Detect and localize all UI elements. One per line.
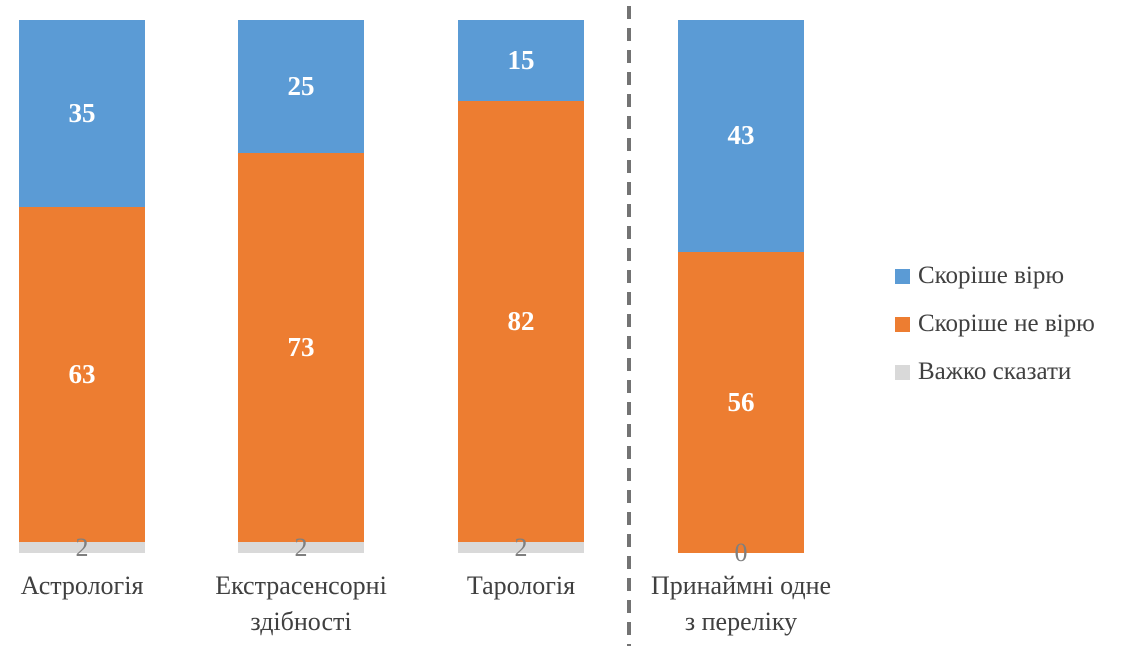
bar-1: 35 63 2 xyxy=(19,20,145,560)
value-label: 15 xyxy=(507,44,535,75)
value-label: 82 xyxy=(507,305,535,336)
legend-item-not-believe: Скоріше не вірю xyxy=(895,300,1095,348)
category-label-3: Тарологія xyxy=(466,571,576,600)
bar-1-segment-1: 35 xyxy=(19,20,145,207)
legend-label-not-believe: Скоріше не вірю xyxy=(918,310,1095,337)
bar-3: 15 82 2 xyxy=(458,20,584,560)
legend-label-hard-to-say: Важко сказати xyxy=(918,358,1072,385)
legend: Скоріше вірю Скоріше не вірю Важко сказа… xyxy=(895,252,1095,396)
legend-swatch-gray-icon xyxy=(895,364,910,380)
bar-3-segment-3 xyxy=(458,542,584,553)
bar-2-segment-1: 25 xyxy=(238,20,364,154)
bar-3-segment-2: 82 xyxy=(458,100,584,543)
legend-swatch-blue-icon xyxy=(895,268,910,284)
category-label-1: Астрологія xyxy=(20,571,144,600)
bar-3-segment-1: 15 xyxy=(458,20,584,101)
bar-1-segment-3 xyxy=(19,542,145,553)
legend-item-hard-to-say: Важко сказати xyxy=(895,348,1095,396)
category-label-4: Принаймні одне з переліку xyxy=(650,571,832,636)
legend-item-believe: Скоріше вірю xyxy=(895,252,1095,300)
muted-value-label: 2 xyxy=(294,532,308,562)
legend-swatch-orange-icon xyxy=(895,316,910,332)
muted-value-label: 2 xyxy=(514,532,528,562)
value-label: 25 xyxy=(287,71,315,102)
bar-2-segment-3 xyxy=(238,542,364,553)
value-label: 73 xyxy=(287,332,315,363)
value-label: 43 xyxy=(727,120,755,151)
bar-2-segment-2: 73 xyxy=(238,153,364,543)
legend-label-believe: Скоріше вірю xyxy=(918,262,1065,289)
value-label: 56 xyxy=(727,386,755,417)
bar-4-segment-2: 56 xyxy=(678,251,804,553)
bar-2: 25 73 2 xyxy=(238,20,364,560)
bar-4: 43 56 0 xyxy=(678,20,804,566)
muted-value-label: 0 xyxy=(734,538,748,567)
value-label: 35 xyxy=(68,97,96,128)
category-label-2: Екстрасенсорні здібності xyxy=(215,571,387,636)
value-label: 63 xyxy=(68,358,96,389)
bar-1-segment-2: 63 xyxy=(19,206,145,543)
dashed-separator xyxy=(627,6,631,646)
muted-value-label: 2 xyxy=(75,532,89,562)
bar-4-segment-1: 43 xyxy=(678,20,804,252)
